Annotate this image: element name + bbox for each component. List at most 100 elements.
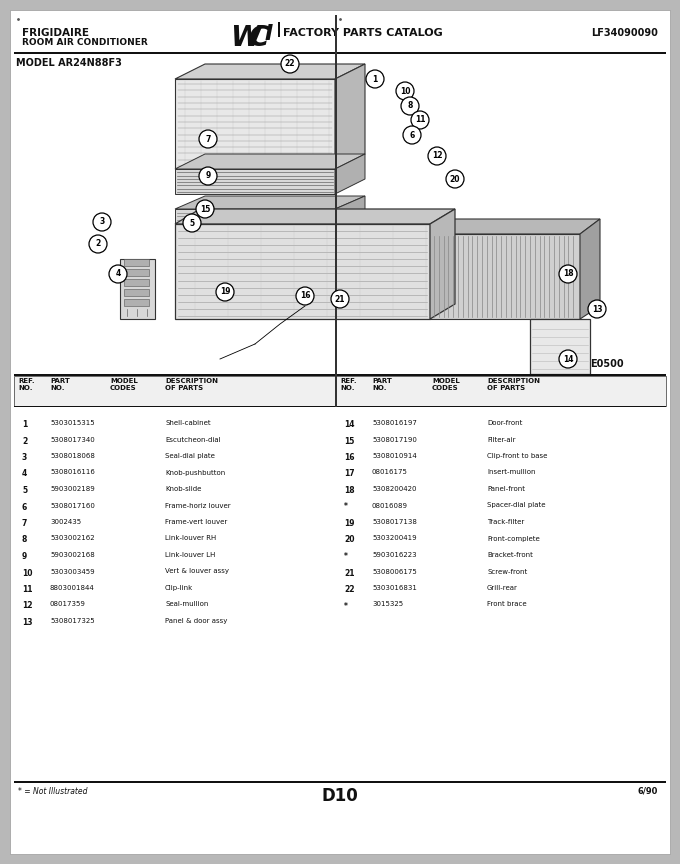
Polygon shape xyxy=(175,224,430,319)
Circle shape xyxy=(216,283,234,301)
Text: 10: 10 xyxy=(400,86,410,96)
Text: 5308017160: 5308017160 xyxy=(50,503,95,509)
Text: 5308016197: 5308016197 xyxy=(372,420,417,426)
Bar xyxy=(124,289,149,296)
Text: 1: 1 xyxy=(373,74,377,84)
Text: 8: 8 xyxy=(22,536,27,544)
Text: 5308017190: 5308017190 xyxy=(372,436,417,442)
Text: Grill-rear: Grill-rear xyxy=(487,585,518,591)
Text: 5308016116: 5308016116 xyxy=(50,469,95,475)
Polygon shape xyxy=(335,196,365,224)
Bar xyxy=(124,269,149,276)
Text: 5: 5 xyxy=(190,219,194,227)
Text: 6/90: 6/90 xyxy=(638,787,658,796)
Text: 3: 3 xyxy=(99,218,105,226)
Text: Knob-slide: Knob-slide xyxy=(165,486,201,492)
Text: 19: 19 xyxy=(344,519,354,528)
Text: 08016089: 08016089 xyxy=(372,503,408,509)
Polygon shape xyxy=(175,79,335,169)
Text: 5903002189: 5903002189 xyxy=(50,486,95,492)
Circle shape xyxy=(296,287,314,305)
Text: Filter-air: Filter-air xyxy=(487,436,515,442)
Text: 22: 22 xyxy=(285,60,295,68)
Text: 4: 4 xyxy=(116,270,120,278)
Text: ROOM AIR CONDITIONER: ROOM AIR CONDITIONER xyxy=(22,38,148,47)
Bar xyxy=(14,406,666,407)
Text: 16: 16 xyxy=(344,453,354,462)
Text: Knob-pushbutton: Knob-pushbutton xyxy=(165,469,225,475)
Text: 5303200419: 5303200419 xyxy=(372,536,417,542)
Circle shape xyxy=(588,300,606,318)
Circle shape xyxy=(93,213,111,231)
Polygon shape xyxy=(430,234,580,319)
Circle shape xyxy=(199,130,217,148)
Text: 18: 18 xyxy=(344,486,355,495)
Circle shape xyxy=(411,111,429,129)
Text: 15: 15 xyxy=(200,205,210,213)
Text: 22: 22 xyxy=(344,585,354,594)
Polygon shape xyxy=(175,196,365,209)
Text: *: * xyxy=(344,503,348,511)
Text: Door-front: Door-front xyxy=(487,420,522,426)
Bar xyxy=(124,259,149,266)
Text: MODEL
CODES: MODEL CODES xyxy=(432,378,460,391)
Text: *: * xyxy=(344,552,348,561)
Text: 5303002162: 5303002162 xyxy=(50,536,95,542)
Text: 5308017325: 5308017325 xyxy=(50,618,95,624)
Text: 08016175: 08016175 xyxy=(372,469,408,475)
Polygon shape xyxy=(175,209,455,224)
Bar xyxy=(14,52,666,54)
Text: Clip-front to base: Clip-front to base xyxy=(487,453,547,459)
Polygon shape xyxy=(530,319,590,374)
Text: 4: 4 xyxy=(22,469,27,479)
Text: 7: 7 xyxy=(205,135,211,143)
Text: 21: 21 xyxy=(335,295,345,303)
Text: * = Not Illustrated: * = Not Illustrated xyxy=(18,787,88,796)
Text: Front brace: Front brace xyxy=(487,601,526,607)
Text: 3002435: 3002435 xyxy=(50,519,81,525)
Text: Clip-link: Clip-link xyxy=(165,585,193,591)
Text: MODEL AR24N88F3: MODEL AR24N88F3 xyxy=(16,58,122,68)
Bar xyxy=(14,373,666,376)
Text: 14: 14 xyxy=(344,420,354,429)
Bar xyxy=(14,376,666,406)
Text: 7: 7 xyxy=(22,519,27,528)
Circle shape xyxy=(366,70,384,88)
Text: REF.
NO.: REF. NO. xyxy=(340,378,356,391)
Text: 8803001844: 8803001844 xyxy=(50,585,95,591)
Text: C: C xyxy=(249,24,269,52)
Text: FACTORY PARTS CATALOG: FACTORY PARTS CATALOG xyxy=(283,28,443,38)
Text: LF34090090: LF34090090 xyxy=(591,28,658,38)
Text: Escutcheon-dial: Escutcheon-dial xyxy=(165,436,220,442)
Text: 9: 9 xyxy=(205,171,211,181)
Bar xyxy=(278,22,280,37)
Circle shape xyxy=(199,167,217,185)
Text: 15: 15 xyxy=(344,436,354,446)
Text: 8: 8 xyxy=(407,101,413,111)
Text: E0500: E0500 xyxy=(590,359,624,369)
Circle shape xyxy=(331,290,349,308)
Text: 5903002168: 5903002168 xyxy=(50,552,95,558)
Text: 1: 1 xyxy=(22,420,27,429)
Text: 19: 19 xyxy=(220,288,231,296)
Text: 5308200420: 5308200420 xyxy=(372,486,416,492)
Text: REF.
NO.: REF. NO. xyxy=(18,378,35,391)
Text: Panel & door assy: Panel & door assy xyxy=(165,618,227,624)
Text: Seal-mullion: Seal-mullion xyxy=(165,601,208,607)
Polygon shape xyxy=(175,154,365,169)
Polygon shape xyxy=(175,169,335,194)
Text: 11: 11 xyxy=(22,585,33,594)
Text: 5: 5 xyxy=(22,486,27,495)
Text: 10: 10 xyxy=(22,569,33,577)
Text: DESCRIPTION
OF PARTS: DESCRIPTION OF PARTS xyxy=(487,378,540,391)
Text: 11: 11 xyxy=(415,116,425,124)
Circle shape xyxy=(401,97,419,115)
Text: Front-complete: Front-complete xyxy=(487,536,540,542)
Text: 3015325: 3015325 xyxy=(372,601,403,607)
Circle shape xyxy=(281,55,299,73)
Text: Seal-dial plate: Seal-dial plate xyxy=(165,453,215,459)
Text: MODEL
CODES: MODEL CODES xyxy=(110,378,138,391)
Circle shape xyxy=(446,170,464,188)
Bar xyxy=(335,15,337,407)
Text: 5903016223: 5903016223 xyxy=(372,552,417,558)
